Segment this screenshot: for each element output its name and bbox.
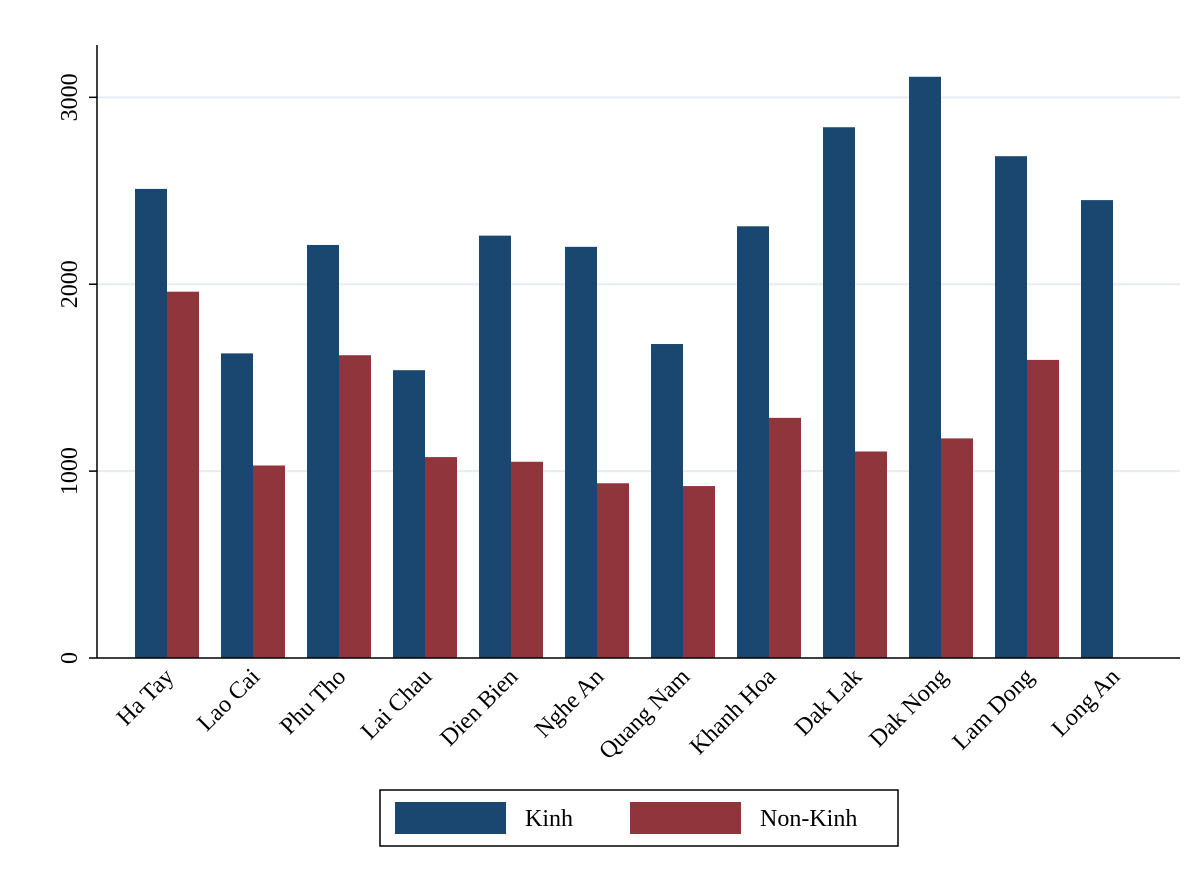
bar <box>307 244 339 658</box>
bar <box>253 465 285 658</box>
bar <box>167 291 199 658</box>
bar <box>221 353 253 658</box>
bar <box>511 461 543 658</box>
bar <box>737 226 769 658</box>
bar <box>393 370 425 658</box>
y-tick-label: 2000 <box>57 260 83 308</box>
y-tick-label: 3000 <box>57 73 83 121</box>
bar <box>597 483 629 658</box>
bar <box>769 417 801 658</box>
legend-label: Non-Kinh <box>760 806 857 832</box>
bar <box>823 127 855 659</box>
bar <box>683 486 715 658</box>
legend-label: Kinh <box>525 806 573 832</box>
bar <box>651 344 683 658</box>
bar <box>339 355 371 658</box>
bar <box>1081 200 1113 658</box>
bar <box>565 246 597 658</box>
legend-swatch <box>630 802 741 834</box>
bar <box>855 451 887 658</box>
bar <box>909 76 941 658</box>
legend-swatch <box>395 802 506 834</box>
bar <box>941 438 973 658</box>
bar <box>135 188 167 658</box>
y-tick-label: 1000 <box>57 447 83 495</box>
bar <box>479 235 511 658</box>
y-tick-label: 0 <box>57 652 83 664</box>
bar <box>425 457 457 658</box>
bar <box>1027 359 1059 658</box>
bar <box>995 156 1027 658</box>
